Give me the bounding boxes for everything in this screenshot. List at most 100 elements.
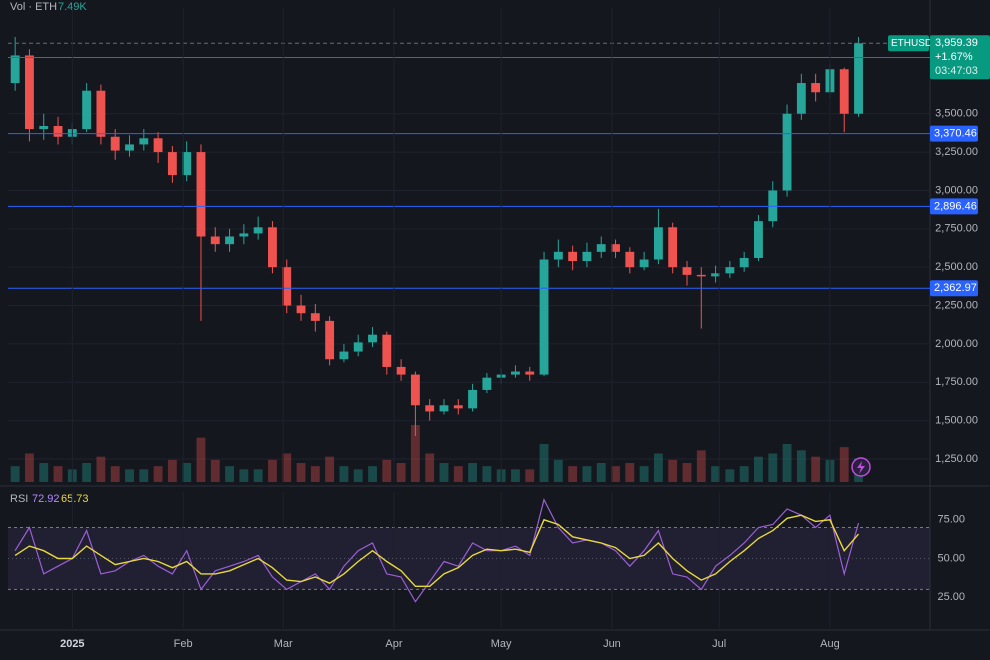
candle-body <box>453 405 463 409</box>
candle-body <box>167 152 177 176</box>
volume-bar <box>225 466 234 482</box>
countdown-label: 03:47:03 <box>935 65 978 77</box>
candle-body <box>353 342 363 352</box>
volume-bar <box>210 459 220 482</box>
candle-body <box>268 227 277 268</box>
volume-bar <box>525 469 535 482</box>
level-label: 2,362.97 <box>934 282 977 294</box>
volume-bar <box>539 444 549 482</box>
rsi-line <box>14 514 860 587</box>
volume-bar <box>353 469 363 482</box>
y-tick-label: 2,250.00 <box>935 299 978 311</box>
candle-body <box>682 267 692 275</box>
candle-body <box>96 90 106 137</box>
candle-body <box>225 236 234 245</box>
volume-bar <box>582 466 592 482</box>
last-price-box <box>930 35 990 80</box>
volume-bar <box>453 466 463 482</box>
rsi-value: 72.92 <box>32 493 60 505</box>
candle-body <box>568 251 578 262</box>
level-label-box <box>930 125 978 142</box>
candle-body <box>553 251 563 260</box>
x-tick-label: Apr <box>385 638 402 650</box>
candle-body <box>596 244 606 252</box>
volume-bar <box>239 469 249 482</box>
candle-body <box>811 83 821 93</box>
level-label-box <box>930 280 978 297</box>
candle-body <box>796 83 806 114</box>
candle-body <box>482 377 492 390</box>
candle-body <box>139 138 149 145</box>
volume-bar <box>196 437 206 482</box>
x-tick-label: Jun <box>603 638 621 650</box>
symbol-box <box>888 35 929 52</box>
volume-bar <box>96 456 106 482</box>
candle-body <box>782 113 792 191</box>
candle-body <box>339 351 349 360</box>
volume-value: 7.49K <box>58 1 87 13</box>
volume-bar <box>796 450 806 482</box>
volume-bar <box>325 456 335 482</box>
volume-bar <box>611 466 620 482</box>
candle-body <box>368 334 377 343</box>
level-label: 3,370.46 <box>934 128 977 140</box>
volume-bar <box>39 463 49 482</box>
volume-bar <box>596 463 606 482</box>
x-tick-label: Feb <box>174 638 193 650</box>
volume-bar <box>110 466 120 482</box>
candle-body <box>739 257 749 268</box>
volume-bar <box>711 466 721 482</box>
volume-bar <box>639 466 649 482</box>
volume-title: Vol · ETH <box>10 1 57 13</box>
alert-icon-bolt <box>857 461 865 474</box>
candle-body <box>25 55 34 130</box>
volume-bar <box>253 469 263 482</box>
candle-body <box>854 43 863 114</box>
volume-bar <box>553 459 563 482</box>
y-tick-label: 2,500.00 <box>935 261 978 273</box>
y-tick-label: 25.00 <box>937 591 965 603</box>
candle-body <box>582 251 592 262</box>
y-tick-label: 2,000.00 <box>935 338 978 350</box>
volume-bar <box>696 450 706 482</box>
volume-bar <box>268 459 277 482</box>
volume-bar <box>410 425 420 482</box>
volume-bar <box>82 463 92 482</box>
volume-bar <box>425 453 435 482</box>
volume-bar <box>468 463 478 482</box>
volume-bar <box>10 466 20 482</box>
volume-bar <box>754 456 763 482</box>
candle-body <box>711 273 721 277</box>
candle-body <box>382 334 392 367</box>
volume-bar <box>396 463 406 482</box>
x-tick-label: Aug <box>820 638 840 650</box>
symbol-label: ETHUSD <box>891 38 932 49</box>
candle-body <box>196 152 206 237</box>
candle-body <box>439 405 449 412</box>
y-tick-label: 2,750.00 <box>935 223 978 235</box>
last-price-label: 3,959.39 <box>935 37 978 49</box>
x-tick-label: Jul <box>712 638 726 650</box>
candle-body <box>210 236 220 245</box>
volume-bar <box>682 463 692 482</box>
y-tick-label: 50.00 <box>937 552 965 564</box>
candle-body <box>310 313 320 321</box>
candle-body <box>539 259 549 375</box>
candle-body <box>39 126 49 130</box>
candle-body <box>110 136 120 151</box>
candle-body <box>511 371 520 375</box>
candle-body <box>768 190 778 222</box>
volume-bar <box>167 459 177 482</box>
rsi-line <box>14 498 860 603</box>
candle-body <box>468 389 478 409</box>
candle-body <box>639 259 649 268</box>
volume-bar <box>382 459 392 482</box>
volume-bar <box>568 466 578 482</box>
level-label-box <box>930 198 978 215</box>
volume-bar <box>25 453 34 482</box>
volume-bar <box>439 463 449 482</box>
level-label: 2,896.46 <box>934 200 977 212</box>
candle-body <box>625 251 635 268</box>
